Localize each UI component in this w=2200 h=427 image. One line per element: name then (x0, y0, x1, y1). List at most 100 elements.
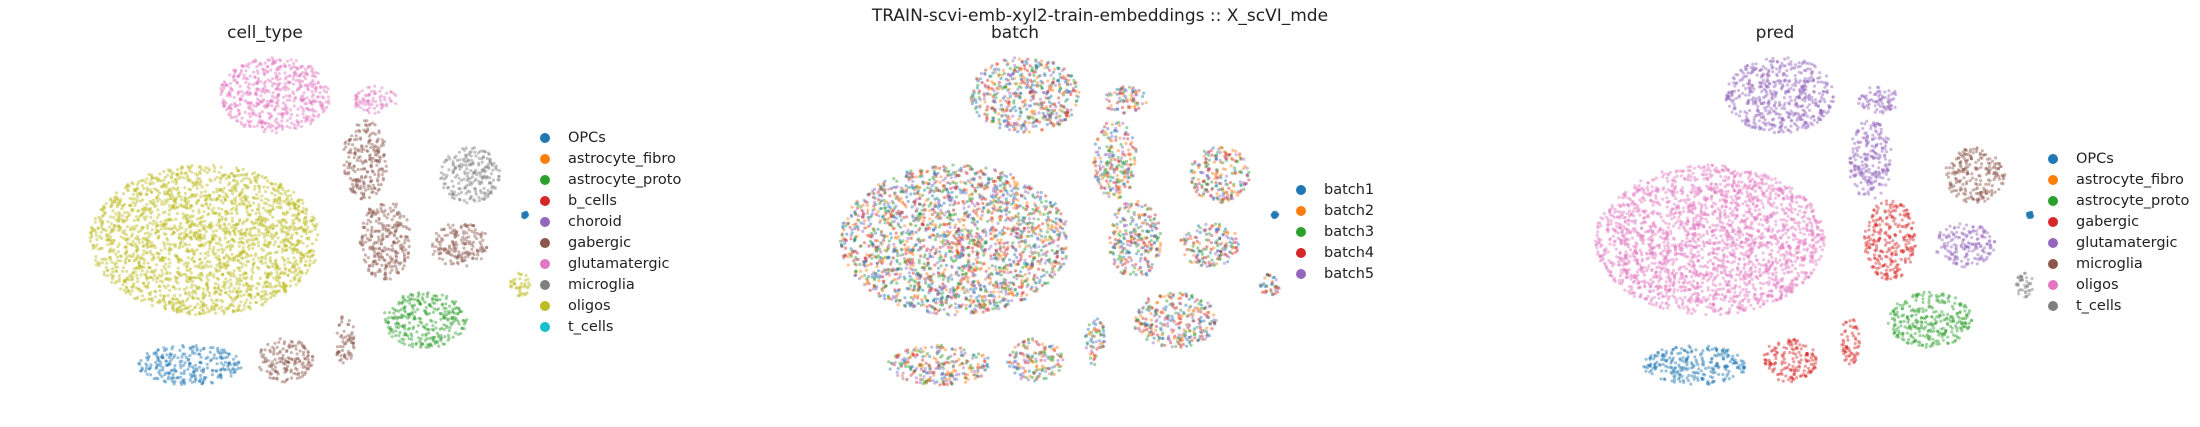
scatter-point (283, 192, 287, 196)
scatter-point (253, 187, 257, 191)
scatter-point (441, 312, 445, 317)
scatter-point (208, 194, 212, 198)
scatter-point (280, 107, 284, 111)
scatter-point (218, 236, 222, 240)
scatter-point (191, 184, 195, 188)
scatter-point (247, 284, 251, 288)
scatter-point (169, 197, 173, 201)
scatter-point (167, 204, 171, 208)
scatter-point (268, 80, 272, 84)
scatter-point (518, 272, 522, 277)
scatter-point (243, 92, 247, 96)
scatter-point (311, 93, 316, 97)
scatter-point (269, 272, 273, 276)
scatter-point (185, 311, 189, 315)
scatter-point (355, 137, 359, 141)
scatter-point (304, 208, 308, 212)
scatter-point (298, 269, 302, 273)
scatter-point (388, 326, 392, 330)
scatter-point (190, 291, 195, 295)
scatter-point (195, 186, 199, 190)
scatter-point (240, 116, 244, 120)
scatter-point (136, 280, 140, 284)
scatter-point (238, 192, 243, 196)
scatter-point (259, 368, 263, 372)
scatter-point (171, 285, 175, 289)
scatter-point (267, 240, 271, 245)
scatter-point (268, 212, 272, 217)
scatter-point (203, 219, 207, 223)
scatter-point (389, 231, 394, 235)
scatter-point (959, 180, 963, 184)
scatter-point (172, 230, 176, 234)
scatter-point (360, 236, 364, 240)
scatter-point (220, 351, 224, 355)
scatter-point (123, 228, 127, 232)
scatter-point (250, 238, 254, 242)
scatter-point (290, 247, 294, 251)
scatter-point (144, 369, 148, 373)
scatter-point (309, 229, 314, 233)
scatter-point (180, 226, 184, 230)
scatter-point (272, 243, 276, 247)
scatter-point (365, 222, 369, 226)
scatter-point (351, 344, 355, 348)
scatter-point (249, 101, 253, 106)
scatter-point (142, 186, 146, 191)
scatter-point (127, 289, 131, 293)
scatter-panel (88, 56, 532, 387)
scatter-point (295, 352, 299, 356)
scatter-point (443, 247, 447, 251)
scatter-point (209, 358, 213, 362)
scatter-point (165, 200, 169, 204)
scatter-point (212, 252, 216, 256)
scatter-point (466, 171, 470, 175)
scatter-point (253, 75, 257, 80)
scatter-point (221, 201, 225, 205)
scatter-point (282, 259, 286, 263)
scatter-point (293, 217, 297, 221)
scatter-point (380, 167, 385, 171)
scatter-point (394, 251, 398, 255)
scatter-point (255, 301, 259, 305)
scatter-point (418, 320, 422, 324)
scatter-point (232, 223, 236, 228)
scatter-point (176, 299, 181, 303)
scatter-point (287, 240, 291, 244)
scatter-point (136, 218, 140, 222)
scatter-point (965, 200, 969, 204)
scatter-point (274, 131, 278, 135)
scatter-point (236, 108, 240, 112)
scatter-point (222, 86, 226, 90)
scatter-point (212, 211, 217, 215)
scatter-point (263, 282, 267, 286)
scatter-point (114, 195, 118, 199)
scatter-point (296, 120, 300, 124)
scatter-point (253, 233, 257, 237)
scatter-point (233, 202, 237, 206)
scatter-point (168, 187, 172, 191)
scatter-point (845, 232, 849, 236)
scatter-point (153, 289, 157, 293)
scatter-point (372, 186, 376, 190)
scatter-point (256, 102, 260, 106)
scatter-point (372, 89, 376, 93)
scatter-point (200, 266, 204, 270)
scatter-point (160, 274, 164, 278)
scatter-point (203, 189, 207, 193)
scatter-point (316, 95, 321, 99)
scatter-point (106, 268, 110, 272)
scatter-point (270, 181, 274, 186)
scatter-point (214, 369, 218, 373)
scatter-point (408, 343, 412, 347)
scatter-point (218, 269, 222, 273)
scatter-point (361, 241, 365, 245)
scatter-point (248, 204, 252, 208)
scatter-point (198, 373, 203, 378)
scatter-point (149, 365, 153, 369)
scatter-point (106, 238, 110, 242)
scatter-point (442, 227, 446, 231)
scatter-point (278, 77, 282, 81)
scatter-point (969, 294, 973, 298)
scatter-point (229, 86, 233, 90)
